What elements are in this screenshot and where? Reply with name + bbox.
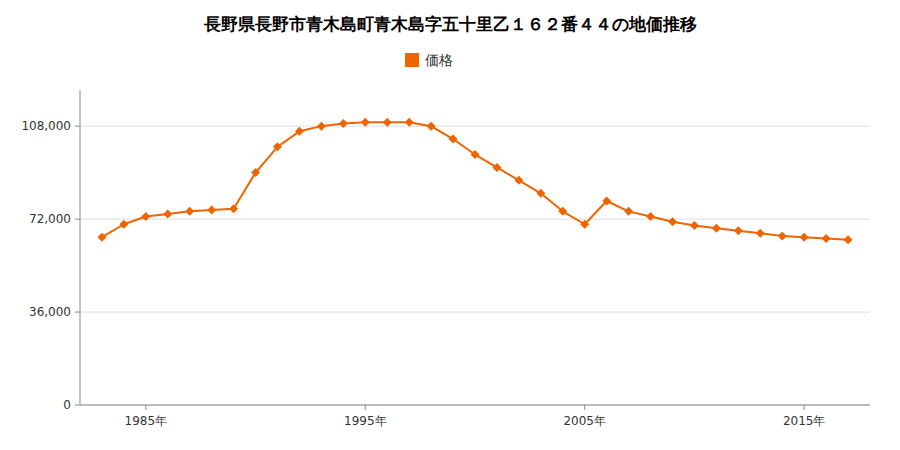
data-point [734,226,743,235]
data-point [163,209,172,218]
data-point [580,220,589,229]
data-point [514,176,523,185]
x-tick [584,405,585,410]
chart-container: 長野県長野市青木島町青木島字五十里乙１６２番４４の地価推移 0 36,000 72,0… [0,0,900,450]
data-point [800,233,809,242]
legend-label: 価格 [425,52,453,68]
x-tick [804,405,805,410]
y-tick [75,126,80,127]
data-point [405,118,414,127]
grid-line [80,219,870,220]
x-tick [145,405,146,410]
y-tick [75,219,80,220]
data-point [712,224,721,233]
x-tick-label: 2005年 [563,414,606,428]
data-point [492,163,501,172]
data-point [273,142,282,151]
y-axis-line [80,90,81,405]
data-point [251,168,260,177]
data-point [822,234,831,243]
data-point [668,217,677,226]
data-point [844,235,853,244]
data-point [778,231,787,240]
grid [80,126,870,405]
grid-line [80,405,870,406]
y-tick [75,405,80,406]
data-point [207,206,216,215]
data-point [317,122,326,131]
series-line [102,122,848,239]
data-point [646,212,655,221]
data-point [141,212,150,221]
data-point [690,221,699,230]
data-point [624,207,633,216]
legend: 価格 [405,52,453,68]
grid-line [80,126,870,127]
data-point [558,207,567,216]
data-group [97,118,852,244]
data-point [449,135,458,144]
x-tick-label: 1985年 [125,414,168,428]
x-tick-label: 2015年 [783,414,826,428]
y-tick-label: 72,000 [29,212,71,226]
chart-svg: 長野県長野市青木島町青木島字五十里乙１６２番４４の地価推移 0 36,000 72,0… [0,0,900,450]
data-point [339,119,348,128]
y-tick-label: 36,000 [29,305,71,319]
grid-line [80,312,870,313]
data-point [229,204,238,213]
data-point [471,150,480,159]
x-axis-line [80,405,870,406]
data-point [756,229,765,238]
y-tick [75,312,80,313]
legend-swatch [405,53,419,67]
data-point [602,197,611,206]
data-point [427,122,436,131]
data-point [361,118,370,127]
title: 長野県長野市青木島町青木島字五十里乙１６２番４４の地価推移 [203,14,697,34]
data-point [295,127,304,136]
y-tick-label: 0 [63,398,71,412]
data-point [536,189,545,198]
x-tick [365,405,366,410]
y-tick-label: 108,000 [21,119,71,133]
data-point [185,207,194,216]
data-point [97,233,106,242]
data-point [383,118,392,127]
data-point [119,220,128,229]
x-tick-label: 1995年 [344,414,387,428]
